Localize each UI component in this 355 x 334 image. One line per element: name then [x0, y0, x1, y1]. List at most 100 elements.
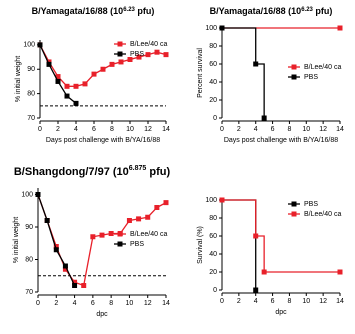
marker — [108, 231, 114, 236]
legend-label: PBS — [304, 201, 318, 208]
x-tick-label: 6 — [271, 298, 275, 305]
x-tick-label: 12 — [144, 300, 152, 307]
title-part: 6.23 — [301, 7, 313, 13]
y-tick-label: 80 — [209, 43, 217, 50]
marker — [126, 218, 132, 223]
x-axis-label: Days post challenge with B/YA/16/88 — [224, 137, 338, 144]
series-line — [222, 27, 265, 118]
legend-label: PBS — [130, 241, 144, 248]
y-tick-label: 0 — [213, 287, 217, 294]
marker — [35, 192, 41, 197]
marker — [37, 42, 43, 48]
legend-label: B/Lee/40 ca — [130, 41, 167, 48]
marker — [163, 200, 169, 206]
x-tick-label: 6 — [92, 126, 96, 133]
x-tick-label: 0 — [36, 300, 40, 307]
marker — [154, 49, 160, 55]
y-tick-label: 40 — [209, 251, 217, 258]
marker — [72, 283, 78, 288]
y-tick-label: 70 — [25, 289, 33, 296]
legend-marker — [291, 211, 297, 217]
x-tick-label: 4 — [254, 126, 258, 133]
x-tick-label: 10 — [302, 298, 310, 305]
marker — [44, 218, 50, 223]
legend-label: B/Lee/40 ca — [304, 64, 341, 71]
y-tick-label: 20 — [209, 97, 217, 104]
title-part: 6.875 — [129, 165, 147, 172]
x-tick-label: 2 — [237, 126, 241, 133]
y-tick-label: 90 — [25, 224, 33, 231]
marker — [64, 93, 70, 99]
y-tick-label: 100 — [205, 197, 217, 204]
x-tick-label: 14 — [162, 126, 170, 133]
legend-label: PBS — [304, 74, 318, 81]
marker — [145, 214, 151, 220]
marker — [145, 52, 151, 58]
x-tick-label: 10 — [126, 126, 134, 133]
title-part: B/Yamagata/16/88 (10 — [210, 6, 302, 16]
marker — [163, 52, 169, 58]
y-tick-label: 80 — [25, 256, 33, 263]
marker — [72, 279, 78, 285]
marker — [73, 83, 79, 89]
marker — [253, 61, 259, 67]
legend-label: PBS — [130, 51, 144, 58]
marker — [100, 66, 106, 72]
marker — [62, 266, 68, 272]
x-tick-label: 8 — [109, 300, 113, 307]
x-tick-label: 12 — [144, 126, 152, 133]
legend-marker — [291, 74, 297, 80]
marker — [219, 25, 225, 31]
title-part: B/Shangdong/7/97 (10 — [14, 166, 129, 178]
x-tick-label: 6 — [91, 300, 95, 307]
marker — [53, 244, 59, 249]
marker — [337, 25, 343, 31]
marker — [99, 232, 105, 238]
marker — [261, 115, 267, 121]
marker — [154, 205, 160, 210]
x-tick-label: 4 — [254, 298, 258, 305]
marker — [337, 269, 343, 275]
marker — [55, 74, 61, 80]
y-tick-label: 70 — [27, 115, 35, 122]
title-part: pfu) — [146, 166, 170, 178]
marker — [136, 216, 142, 222]
legend-marker — [117, 241, 123, 247]
x-tick-label: 10 — [126, 300, 134, 307]
x-tick-label: 2 — [237, 298, 241, 305]
marker — [109, 61, 115, 67]
marker — [46, 61, 52, 67]
title-part: pfu) — [313, 6, 333, 16]
marker — [90, 234, 96, 240]
y-tick-label: 60 — [209, 233, 217, 240]
x-tick-label: 0 — [38, 126, 42, 133]
y-tick-label: 100 — [205, 25, 217, 32]
x-tick-label: 4 — [74, 126, 78, 133]
marker — [81, 283, 87, 288]
x-tick-label: 6 — [271, 126, 275, 133]
x-tick-label: 8 — [287, 126, 291, 133]
y-tick-label: 80 — [209, 215, 217, 222]
x-tick-label: 2 — [54, 300, 58, 307]
series-line — [222, 199, 340, 273]
y-tick-label: 100 — [23, 42, 35, 49]
legend-label: B/Lee/40 ca — [130, 231, 167, 238]
marker — [127, 57, 133, 62]
x-tick-label: 8 — [287, 298, 291, 305]
marker — [53, 247, 59, 253]
y-tick-label: 60 — [209, 61, 217, 68]
y-axis-label: % initial weight — [13, 217, 20, 263]
x-tick-label: 2 — [56, 126, 60, 133]
x-tick-label: 10 — [302, 126, 310, 133]
legend-marker — [117, 51, 123, 57]
marker — [91, 71, 97, 77]
marker — [82, 81, 88, 87]
y-tick-label: 40 — [209, 79, 217, 86]
x-axis-label: Days post challenge with B/YA/16/88 — [46, 137, 160, 144]
x-tick-label: 0 — [220, 298, 224, 305]
marker — [62, 263, 68, 269]
x-tick-label: 12 — [319, 126, 327, 133]
x-axis-label: dpc — [275, 309, 287, 316]
y-tick-label: 90 — [27, 66, 35, 73]
y-tick-label: 0 — [213, 115, 217, 122]
